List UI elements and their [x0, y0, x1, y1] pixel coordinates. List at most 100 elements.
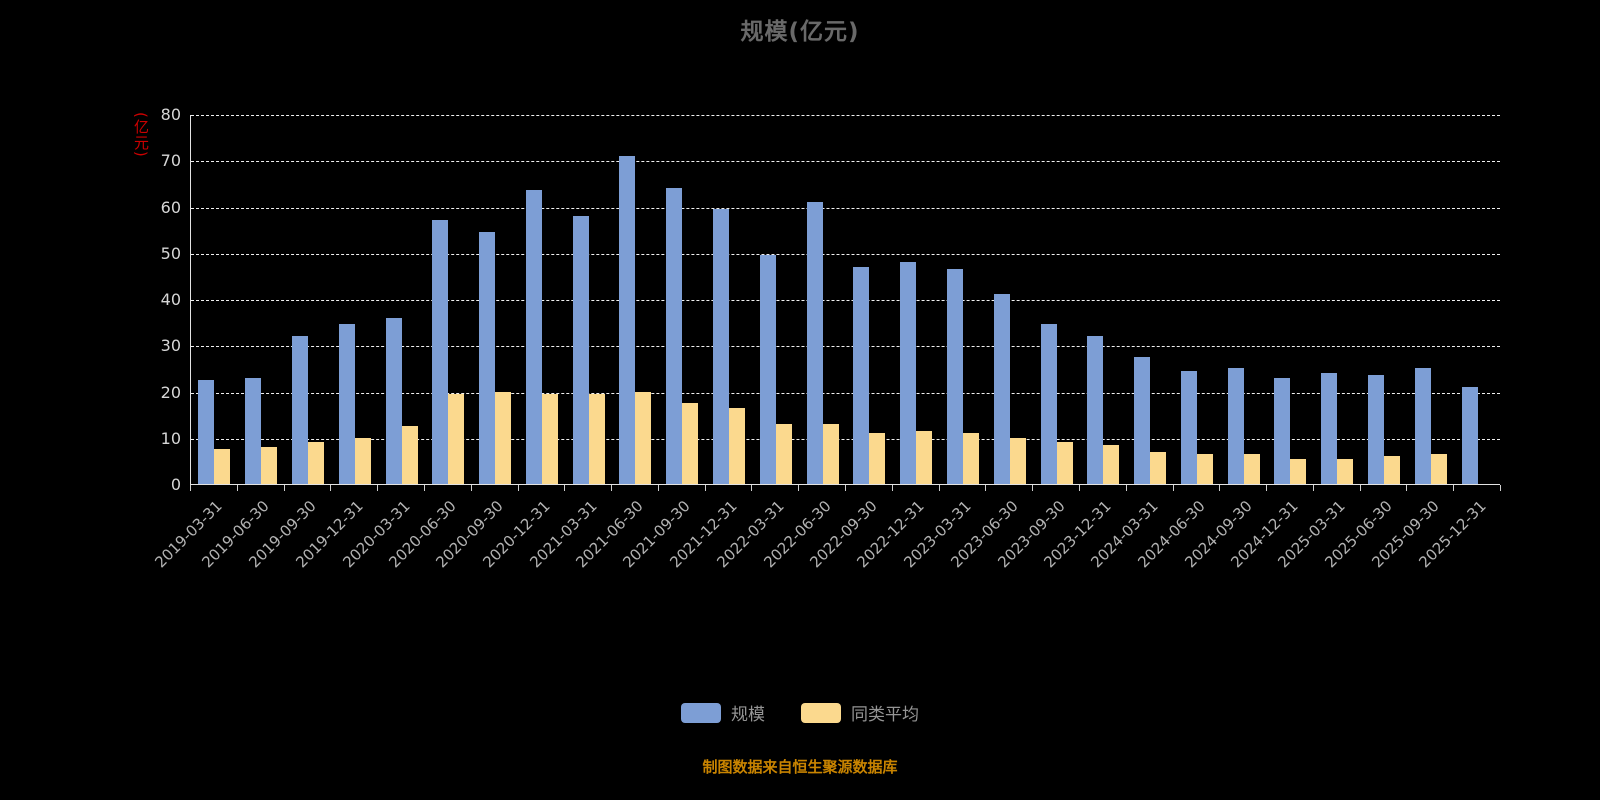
y-tick-label: 20 [160, 382, 181, 402]
bar-规模-2020-09-30 [479, 231, 496, 484]
bar-同类平均-2022-09-30 [869, 433, 886, 484]
bar-同类平均-2019-09-30 [307, 442, 324, 484]
legend: 规模 同类平均 [0, 700, 1600, 725]
x-axis-labels: 2019-03-31 2019-06-30 2019-09-30 2019-12-31… [152, 485, 1501, 625]
x-tick-mark [1078, 485, 1080, 491]
bar-规模-2023-12-31 [1087, 336, 1104, 484]
y-tick-label: 60 [160, 197, 181, 217]
bar-规模-2024-12-31 [1274, 377, 1291, 484]
bar-规模-2023-03-31 [946, 268, 963, 484]
bar-规模-2022-06-30 [806, 201, 823, 484]
y-tick-label: 0 [170, 475, 181, 494]
gridline [191, 300, 1500, 301]
bar-规模-2024-09-30 [1227, 368, 1244, 484]
x-tick-mark [423, 485, 425, 491]
gridline [191, 253, 1500, 255]
bar-规模-2025-09-30 [1414, 368, 1431, 484]
bar-同类平均-2020-12-31 [541, 393, 558, 484]
bar-规模-2021-09-30 [666, 188, 683, 484]
x-tick-mark [1359, 485, 1361, 491]
y-tick-label: 30 [160, 336, 181, 356]
legend-swatch-scale [681, 702, 721, 723]
source-note: 制图数据来自恒生聚源数据库 [702, 758, 898, 776]
y-tick-label: 80 [160, 105, 181, 124]
bar-规模-2019-12-31 [338, 324, 355, 484]
x-tick-mark [891, 485, 893, 491]
x-tick-mark [845, 485, 846, 491]
y-axis-labels: 0 10 20 30 40 50 60 70 80 [0, 107, 181, 493]
bar-同类平均-2023-12-31 [1103, 444, 1120, 484]
bar-同类平均-2023-03-31 [962, 433, 979, 484]
bar-规模-2021-06-30 [619, 155, 636, 484]
legend-swatch-category-average [801, 702, 841, 723]
gridline [191, 115, 1500, 116]
bar-同类平均-2019-06-30 [261, 447, 278, 484]
x-tick-mark [1219, 485, 1221, 491]
bar-同类平均-2019-03-31 [214, 449, 231, 484]
bar-规模-2025-06-30 [1368, 375, 1385, 484]
y-axis-name: (亿元) [132, 112, 150, 158]
x-tick-mark [517, 485, 519, 491]
plot-area [190, 115, 1500, 485]
x-tick-mark [1032, 485, 1034, 491]
bar-同类平均-2024-03-31 [1150, 451, 1167, 484]
bar-同类平均-2022-06-30 [822, 423, 839, 484]
bar-规模-2023-09-30 [1040, 324, 1057, 484]
x-tick-mark [1406, 485, 1408, 491]
x-tick-mark [330, 485, 332, 491]
x-tick-mark [704, 485, 706, 491]
legend-label-scale: 规模 [731, 705, 765, 725]
x-tick-mark [283, 485, 285, 491]
x-tick-mark [1453, 485, 1455, 491]
bar-同类平均-2025-03-31 [1337, 458, 1354, 484]
x-tick-mark [377, 485, 379, 491]
bar-规模-2022-03-31 [759, 255, 776, 484]
bar-规模-2021-03-31 [572, 215, 589, 484]
bar-同类平均-2021-03-31 [588, 393, 605, 484]
y-tick-label: 40 [160, 290, 181, 309]
bar-同类平均-2022-12-31 [916, 430, 933, 484]
bar-规模-2019-03-31 [198, 379, 215, 484]
gridline [191, 161, 1500, 163]
bar-规模-2022-12-31 [900, 262, 917, 484]
bar-规模-2024-06-30 [1180, 370, 1197, 484]
bar-同类平均-2021-06-30 [635, 391, 652, 484]
bar-同类平均-2024-06-30 [1196, 453, 1213, 484]
y-tick-label: 10 [160, 428, 181, 448]
gridline [191, 346, 1500, 348]
bar-同类平均-2025-09-30 [1430, 453, 1447, 484]
gridline [191, 392, 1500, 394]
bar-同类平均-2021-09-30 [682, 403, 699, 484]
chart-title: 规模(亿元) [740, 19, 860, 45]
x-tick-mark [1312, 485, 1314, 491]
legend-item-scale[interactable]: 规模 [681, 700, 765, 725]
bar-规模-2025-03-31 [1321, 373, 1338, 484]
bar-同类平均-2021-12-31 [729, 407, 746, 484]
x-tick-mark [236, 485, 238, 491]
bar-规模-2020-03-31 [385, 317, 402, 484]
legend-item-category-average[interactable]: 同类平均 [801, 700, 919, 725]
x-tick-mark [938, 485, 940, 491]
x-tick-mark [1266, 485, 1268, 491]
bar-同类平均-2020-09-30 [495, 391, 512, 484]
bar-同类平均-2023-09-30 [1056, 442, 1073, 484]
bar-同类平均-2022-03-31 [775, 423, 792, 484]
x-tick-mark [470, 485, 472, 491]
bar-规模-2023-06-30 [993, 294, 1010, 484]
gridline [191, 438, 1500, 440]
legend-label-category-average: 同类平均 [851, 705, 919, 725]
bar-规模-2025-12-31 [1461, 386, 1478, 484]
bar-同类平均-2020-03-31 [401, 426, 418, 484]
bar-规模-2024-03-31 [1134, 356, 1151, 484]
bar-同类平均-2020-06-30 [448, 393, 465, 484]
bar-同类平均-2025-06-30 [1384, 456, 1401, 484]
bar-同类平均-2024-12-31 [1290, 458, 1307, 484]
bar-同类平均-2023-06-30 [1009, 437, 1026, 484]
x-tick-mark [1500, 485, 1501, 491]
x-tick-mark [1125, 485, 1127, 491]
y-tick-label: 50 [160, 243, 181, 263]
bar-规模-2019-06-30 [245, 377, 262, 484]
x-tick-mark [985, 485, 987, 491]
bar-规模-2021-12-31 [713, 208, 730, 484]
bar-规模-2022-09-30 [853, 266, 870, 484]
